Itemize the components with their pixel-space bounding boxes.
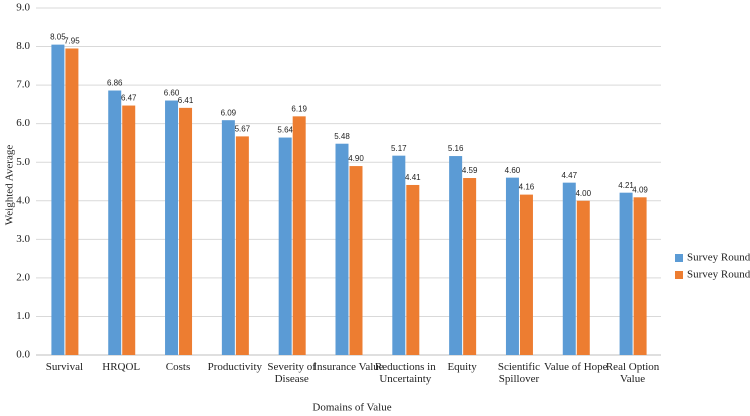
x-tick-label: Real Option Value — [605, 361, 660, 385]
value-label: 6.09 — [221, 108, 237, 117]
x-tick-label: Survival — [45, 361, 84, 373]
legend-label: Survey Round 1 — [687, 252, 750, 264]
bar — [463, 178, 477, 355]
y-tick-label: 1.0 — [16, 310, 30, 322]
bar — [406, 184, 420, 355]
bar — [278, 137, 292, 355]
x-tick-label: Costs — [165, 361, 191, 373]
value-label: 4.41 — [405, 173, 421, 182]
y-tick-label: 9.0 — [16, 2, 30, 14]
value-label: 6.19 — [291, 104, 307, 113]
bar — [335, 143, 349, 355]
value-label: 5.48 — [334, 132, 350, 141]
value-label: 6.60 — [164, 89, 180, 98]
x-tick-label: Severity of Disease — [267, 361, 316, 385]
bar — [576, 200, 590, 355]
value-label: 8.05 — [50, 33, 66, 42]
y-tick-label: 4.0 — [16, 194, 30, 206]
bar — [51, 44, 65, 355]
x-tick-label: Reductions in Uncertainty — [374, 361, 436, 385]
value-label: 4.21 — [618, 181, 634, 190]
x-tick-label: Productivity — [207, 361, 263, 373]
x-tick-label: Value of Hope — [543, 361, 608, 373]
bar — [65, 48, 79, 355]
value-label: 4.16 — [519, 183, 535, 192]
value-label: 4.47 — [561, 171, 577, 180]
bar — [349, 166, 363, 355]
x-tick-label: Equity — [447, 361, 477, 373]
bar — [392, 155, 406, 355]
value-label: 6.86 — [107, 79, 123, 88]
legend-swatch — [675, 254, 683, 262]
value-label: 5.16 — [448, 144, 464, 153]
value-label: 7.95 — [64, 37, 80, 46]
bar — [505, 177, 519, 355]
bar — [235, 136, 249, 355]
bar — [108, 90, 122, 356]
y-axis-title: Weighted Average — [4, 145, 16, 226]
bar — [619, 192, 633, 355]
bar — [519, 194, 533, 355]
bar — [179, 107, 193, 355]
bar — [562, 182, 576, 355]
value-label: 5.67 — [235, 124, 251, 133]
value-label: 4.60 — [505, 166, 521, 175]
legend-swatch — [675, 271, 683, 279]
value-label: 4.59 — [462, 166, 478, 175]
value-label: 5.17 — [391, 144, 407, 153]
y-tick-label: 8.0 — [16, 40, 30, 52]
y-tick-label: 3.0 — [16, 233, 30, 245]
value-label: 4.09 — [632, 185, 648, 194]
x-tick-label: Scientific Spillover — [497, 361, 541, 385]
bar — [633, 197, 647, 355]
value-label: 5.64 — [277, 126, 293, 135]
value-label: 6.41 — [178, 96, 194, 105]
value-label: 4.90 — [348, 154, 364, 163]
x-tick-label: HRQOL — [102, 361, 141, 373]
value-label: 4.00 — [575, 189, 591, 198]
bar — [449, 156, 463, 355]
legend-label: Survey Round 2 — [687, 269, 750, 281]
value-label: 6.47 — [121, 94, 137, 103]
x-tick-label: Insurance Value — [313, 361, 384, 373]
bar — [122, 105, 136, 355]
bar — [165, 100, 179, 356]
y-tick-label: 6.0 — [16, 117, 30, 129]
y-tick-label: 2.0 — [16, 271, 30, 283]
y-tick-label: 0.0 — [16, 349, 30, 361]
bar — [292, 116, 306, 355]
y-tick-label: 5.0 — [16, 156, 30, 168]
y-tick-label: 7.0 — [16, 79, 30, 91]
bar — [221, 120, 235, 356]
x-axis-title: Domains of Value — [312, 402, 391, 414]
